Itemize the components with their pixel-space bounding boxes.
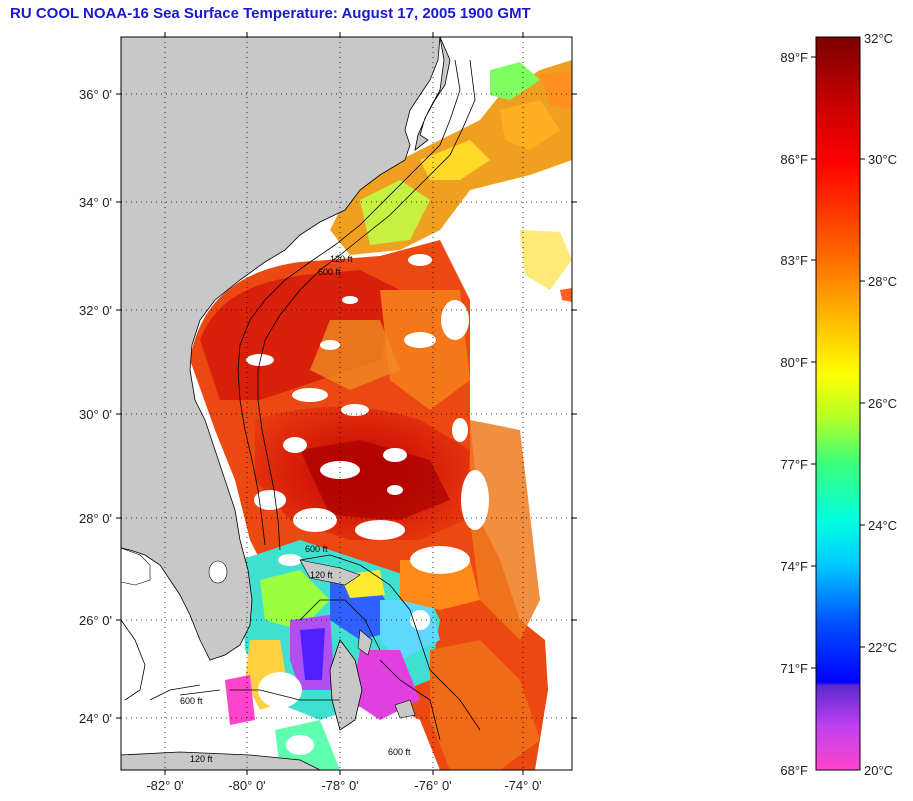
map-ticks — [116, 32, 577, 775]
land-areas — [121, 37, 451, 770]
contour-label: 120 ft — [310, 570, 333, 580]
contour-labels: 600 ft 120 ft 600 ft 120 ft 600 ft 600 f… — [180, 254, 411, 764]
lat-label: 34° 0' — [79, 195, 112, 210]
fahrenheit-label: 83°F — [780, 253, 808, 268]
contour-label: 600 ft — [318, 267, 341, 277]
celsius-label: 32°C — [864, 31, 893, 46]
contour-label: 120 ft — [190, 754, 213, 764]
celsius-label: 24°C — [868, 518, 897, 533]
graticule — [121, 37, 572, 770]
bathymetry-contours — [121, 59, 481, 741]
lon-label: -74° 0' — [504, 778, 541, 793]
map-frame — [120, 36, 573, 771]
fahrenheit-label: 74°F — [780, 559, 808, 574]
lon-label: -80° 0' — [228, 778, 265, 793]
fahrenheit-label: 77°F — [780, 457, 808, 472]
sst-field — [190, 60, 572, 770]
longitude-labels: -82° 0' -80° 0' -78° 0' -76° 0' -74° 0' — [146, 778, 541, 793]
fahrenheit-label: 71°F — [780, 661, 808, 676]
fahrenheit-label: 68°F — [780, 763, 808, 778]
contour-label: 120 ft — [330, 254, 353, 264]
lat-label: 24° 0' — [79, 711, 112, 726]
map-panel: 600 ft 120 ft 600 ft 120 ft 600 ft 600 f… — [121, 37, 572, 770]
lat-label: 36° 0' — [79, 87, 112, 102]
fahrenheit-label: 89°F — [780, 50, 808, 65]
temperature-colorbar: 89°F 86°F 83°F 80°F 77°F 74°F 71°F 68°F … — [780, 31, 897, 778]
lon-label: -82° 0' — [146, 778, 183, 793]
celsius-label: 26°C — [868, 396, 897, 411]
fahrenheit-label: 86°F — [780, 152, 808, 167]
fahrenheit-label: 80°F — [780, 355, 808, 370]
celsius-label: 30°C — [868, 152, 897, 167]
lat-label: 32° 0' — [79, 303, 112, 318]
colorbar-gradient — [815, 36, 861, 771]
celsius-label: 28°C — [868, 274, 897, 289]
latitude-labels: 36° 0' 34° 0' 32° 0' 30° 0' 28° 0' 26° 0… — [79, 87, 112, 726]
lat-label: 28° 0' — [79, 511, 112, 526]
map-title: RU COOL NOAA-16 Sea Surface Temperature:… — [10, 5, 531, 22]
contour-label: 600 ft — [388, 747, 411, 757]
lat-label: 30° 0' — [79, 407, 112, 422]
lat-label: 26° 0' — [79, 613, 112, 628]
contour-label: 600 ft — [305, 544, 328, 554]
lon-label: -76° 0' — [414, 778, 451, 793]
contour-label: 600 ft — [180, 696, 203, 706]
celsius-label: 20°C — [864, 763, 893, 778]
celsius-label: 22°C — [868, 640, 897, 655]
colorbar-ticks — [811, 56, 865, 669]
lon-label: -78° 0' — [321, 778, 358, 793]
cloud-gaps — [246, 254, 489, 755]
